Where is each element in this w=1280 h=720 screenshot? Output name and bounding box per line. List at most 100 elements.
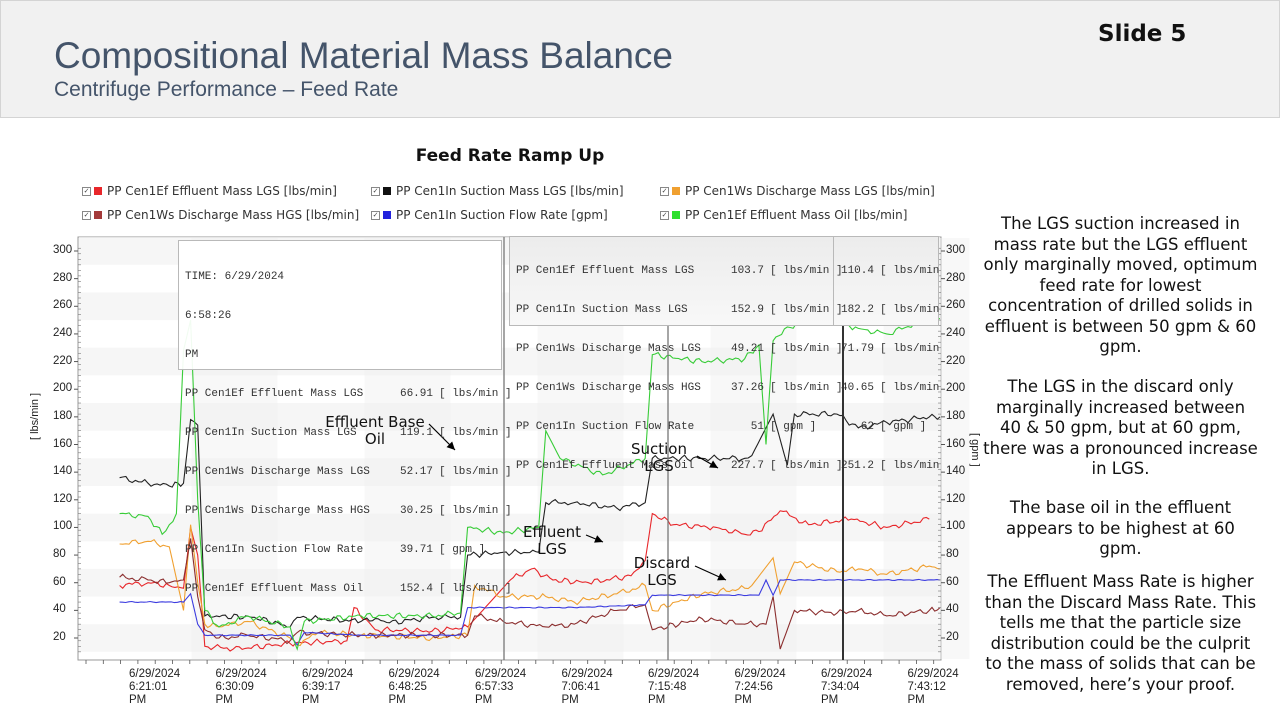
grid-band: [79, 568, 940, 597]
y-tick-label-right: 100: [946, 520, 966, 533]
y-tick-label-left: 80: [53, 548, 66, 561]
y-tick-label-right: 120: [946, 492, 966, 505]
y-tick-label-left: 120: [53, 492, 73, 505]
y-tick-label-left: 40: [53, 603, 66, 616]
legend-swatch: [672, 211, 680, 219]
y-tick-label-left: 20: [53, 631, 66, 643]
tooltip-time: PM: [185, 349, 199, 361]
series-line-2: [119, 410, 941, 628]
slide-title: Compositional Material Mass Balance: [54, 35, 673, 76]
legend-label: PP Cen1Ws Discharge Mass HGS [lbs/min]: [107, 208, 360, 222]
y-tick-label-left: 100: [53, 520, 73, 533]
tooltip-row: PP Cen1In Suction Mass LGS 119.1[ lbs/min…: [185, 427, 512, 439]
tooltip-divider: [833, 237, 834, 325]
tooltip-time: 6:58:26: [185, 310, 232, 322]
x-tick-label: 6/29/2024 7:15:48 PM: [648, 668, 700, 706]
x-tick-label: 6/29/2024 6:21:01 PM: [129, 668, 181, 706]
annotation-discard-lgs: Discard LGS: [633, 554, 691, 589]
x-tick-label: 6/29/2024 7:43:12 PM: [907, 668, 959, 706]
tooltip-row: PP Cen1Ef Effluent Mass LGS 103.7[ lbs/mi…: [516, 265, 843, 277]
arrowhead-icon: [717, 573, 726, 581]
legend-item-suction-flow[interactable]: ✓ PP Cen1In Suction Flow Rate [gpm]: [371, 208, 608, 222]
checkbox-icon[interactable]: ✓: [660, 186, 669, 196]
tooltip-row: 40.65[ lbs/min: [840, 382, 940, 394]
legend-item-effluent-oil[interactable]: ✓ PP Cen1Ef Effluent Mass Oil [lbs/min]: [660, 208, 907, 222]
tooltip-row: PP Cen1Ws Discharge Mass HGS 37.26[ lbs/m…: [516, 382, 843, 394]
note-discard-lgs: The LGS in the discard only marginally i…: [983, 377, 1258, 478]
checkbox-icon[interactable]: ✓: [371, 210, 380, 220]
y-tick-label-right: 140: [946, 465, 966, 478]
x-tick-label: 6/29/2024 6:57:33 PM: [475, 668, 527, 706]
tooltip-row: PP Cen1Ws Discharge Mass LGS 52.17[ lbs/m…: [185, 466, 512, 478]
legend-label: PP Cen1Ef Effluent Mass LGS [lbs/min]: [107, 184, 337, 198]
slide-subtitle: Centrifuge Performance – Feed Rate: [54, 78, 399, 101]
y-tick-label-right: 160: [946, 437, 966, 450]
slide-header: Compositional Material Mass Balance Cent…: [0, 0, 1280, 118]
legend-item-effluent-lgs[interactable]: ✓ PP Cen1Ef Effluent Mass LGS [lbs/min]: [82, 184, 337, 198]
legend-swatch: [672, 187, 680, 195]
legend-swatch: [383, 211, 391, 219]
y-tick-label-left: 140: [53, 465, 73, 478]
x-tick-label: 6/29/2024 6:30:09 PM: [215, 668, 267, 706]
tooltip-time: TIME: 6/29/2024: [185, 271, 285, 283]
checkbox-icon[interactable]: ✓: [82, 186, 91, 196]
y-tick-label-right: 280: [946, 271, 966, 284]
y-tick-label-right: 20: [946, 631, 959, 643]
tooltip-row: PP Cen1Ws Discharge Mass LGS 49.21[ lbs/m…: [516, 343, 843, 355]
legend-label: PP Cen1In Suction Flow Rate [gpm]: [396, 208, 608, 222]
series-line-4: [119, 538, 941, 650]
y-tick-label-right: 300: [946, 244, 966, 256]
y-axis-left-label: [ lbs/min ]: [29, 392, 41, 440]
legend-swatch: [94, 187, 102, 195]
y-tick-label-left: 60: [53, 575, 66, 588]
tooltip-row: PP Cen1In Suction Flow Rate 39.71[ gpm ]: [185, 544, 486, 556]
checkbox-icon[interactable]: ✓: [371, 186, 380, 196]
tooltip-row: 182.2[ lbs/min: [840, 304, 940, 316]
y-tick-label-left: 200: [53, 382, 73, 395]
y-tick-label-left: 240: [53, 326, 73, 339]
grid-band: [79, 403, 940, 431]
series-line-5: [119, 578, 941, 646]
legend-item-discharge-hgs[interactable]: ✓ PP Cen1Ws Discharge Mass HGS [lbs/min]: [82, 208, 359, 222]
y-tick-label-right: 60: [946, 575, 959, 588]
annotation-effluent-base-oil: Effluent Base Oil: [325, 413, 425, 448]
tooltip-row: 62[ gpm ]: [860, 421, 927, 433]
legend-item-suction-lgs[interactable]: ✓ PP Cen1In Suction Mass LGS [lbs/min]: [371, 184, 624, 198]
series-line-3: [119, 524, 941, 647]
y-tick-label-right: 200: [946, 382, 966, 395]
note-suction-lgs: The LGS suction increased in mass rate b…: [983, 214, 1258, 356]
legend-item-discharge-lgs[interactable]: ✓ PP Cen1Ws Discharge Mass LGS [lbs/min]: [660, 184, 935, 198]
grid-band: [79, 624, 940, 652]
annotation-suction-lgs: Suction LGS: [630, 440, 687, 475]
y-tick-label-right: 220: [946, 354, 966, 367]
grid-band: [79, 458, 940, 486]
legend-label: PP Cen1Ws Discharge Mass LGS [lbs/min]: [685, 184, 935, 198]
y-tick-label-right: 240: [946, 326, 966, 339]
tooltip-row: 110.4[ lbs/min: [840, 265, 940, 277]
y-tick-label-left: 220: [53, 354, 73, 367]
tooltip-row: 71.79[ lbs/min: [840, 343, 940, 355]
y-tick-label-left: 300: [53, 244, 73, 256]
checkbox-icon[interactable]: ✓: [660, 210, 669, 220]
cursor-tooltip-2: PP Cen1Ef Effluent Mass LGS 103.7[ lbs/mi…: [509, 236, 940, 472]
series-line-1: [119, 510, 930, 652]
arrowhead-icon: [594, 535, 603, 543]
cursor-tooltip-1: TIME: 6/29/2024 6:58:26 PM PP Cen1Ef Eff…: [178, 240, 512, 595]
tooltip-row: PP Cen1Ws Discharge Mass HGS 30.25[ lbs/m…: [185, 505, 512, 517]
note-mass-rate: The Effluent Mass Rate is higher than th…: [984, 572, 1257, 694]
y-tick-label-right: 180: [946, 409, 966, 422]
arrowhead-icon: [446, 441, 455, 450]
slide-number: Slide 5: [1098, 21, 1187, 47]
legend-label: PP Cen1Ef Effluent Mass Oil [lbs/min]: [685, 208, 908, 222]
tooltip-row: PP Cen1Ef Effluent Mass Oil 227.7[ lbs/mi…: [516, 460, 843, 472]
y-axis-right-label: [ gpm ]: [969, 433, 981, 467]
tooltip-row: 251.2[ lbs/min: [840, 460, 940, 472]
y-tick-label-left: 260: [53, 299, 73, 312]
y-tick-label-left: 280: [53, 271, 73, 284]
checkbox-icon[interactable]: ✓: [82, 210, 91, 220]
y-tick-label-right: 260: [946, 299, 966, 312]
arrowhead-icon: [709, 460, 718, 468]
tooltip-row: PP Cen1Ef Effluent Mass LGS 66.91[ lbs/mi…: [185, 388, 512, 400]
legend-swatch: [383, 187, 391, 195]
y-tick-label-left: 160: [53, 437, 73, 450]
